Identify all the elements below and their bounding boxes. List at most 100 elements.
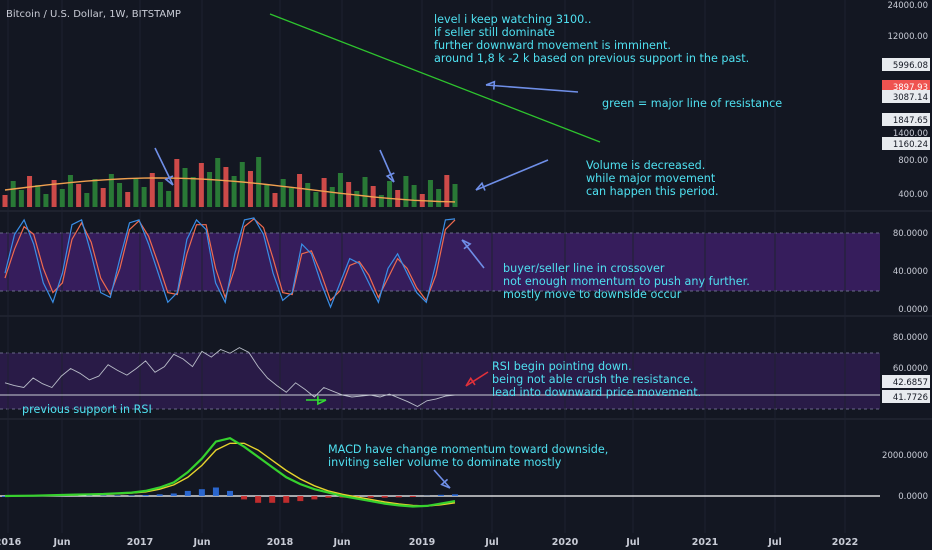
rsi-arrow-head [465,376,476,387]
macd-histogram-bar [395,496,402,498]
volume-bar [305,183,311,207]
rsi-tick-label: 60.0000 [893,364,928,374]
macd-tick-label: 0.0000 [898,492,928,502]
volume-bar [362,177,368,207]
volume-bar [92,179,98,207]
volume-bar [35,185,41,207]
macd-histogram-bar [269,496,276,503]
volume-tick-label: 400.00 [898,190,928,200]
volume-arrow-left-head [164,175,174,186]
volume-bar [182,168,188,207]
volume-moving-average [4,177,456,203]
time-tick-label: Jun [192,537,210,548]
volume-bar [411,185,417,207]
macd-histogram-bar [283,496,290,503]
time-tick-label: Jun [52,537,70,548]
volume-bar [272,193,278,207]
volume-annotation: Volume is decreased. while major movemen… [586,159,719,198]
volume-bar [313,192,319,207]
price-tick-label: 5996.08 [893,61,928,71]
macd-annotation: MACD have change momentum toward downsid… [328,443,609,469]
macd-arrow [433,469,451,489]
rsi-line [4,347,456,408]
volume-bar [67,175,73,207]
volume-tick-label: 800.00 [898,156,928,166]
macd-histogram-bar [255,496,262,503]
time-tick-label: 2021 [692,537,718,548]
volume-bar [100,188,106,207]
macd-histogram-bar [311,496,318,500]
symbol-title[interactable]: Bitcoin / U.S. Dollar, 1W, BITSTAMP [6,9,181,20]
price-tick-label: 1847.65 [893,116,928,126]
rsi-tick-label: 80.0000 [893,333,928,343]
time-tick-label: Jul [484,537,499,548]
volume-bar [174,159,180,207]
volume-bar [436,189,442,207]
time-tick-label: 2016 [0,537,22,548]
time-tick-label: Jul [767,537,782,548]
volume-bar [84,193,90,207]
volume-bar [117,183,123,207]
volume-bar [247,171,253,207]
price-tick-label: 12000.00 [887,32,928,42]
volume-bar [280,179,286,207]
volume-bar [133,178,139,207]
stochastic-k-line [4,217,456,309]
stochastic-tick-label: 40.0000 [893,267,928,277]
macd-histogram-bar [227,490,233,496]
chart-grid [0,0,880,533]
volume-bar [198,163,204,207]
volume-bar [288,188,294,207]
macd-histogram-bar [409,496,416,498]
resistance-arrow-head [485,80,496,90]
rsi-support-annotation: previous support in RSI [22,403,152,416]
time-tick-label: 2017 [127,537,153,548]
price-tick-label: 1160.24 [893,140,928,150]
volume-bar [2,195,8,207]
volume-bar [43,194,49,207]
time-tick-label: 2022 [832,537,858,548]
volume-bar [452,184,458,207]
rsi-tick-box [882,375,930,388]
stochastic-arrow [461,239,485,269]
stochastic-tick-label: 0.0000 [898,305,928,315]
volume-bar [157,182,163,207]
volume-bar [297,174,303,207]
volume-bar [166,191,172,207]
macd-arrow-head [440,478,451,489]
price-tick-label: 1400.00 [893,129,928,139]
rsi-tick-label: 41.7726 [893,393,928,403]
macd-histogram-bar [114,495,121,496]
rsi-tick-label: 42.6857 [893,378,928,388]
macd-histogram-bar [142,494,149,496]
macd-tick-label: 2000.0000 [882,451,928,461]
volume-bar [141,187,147,207]
volume-bar [149,173,155,207]
volume-bar [190,177,196,207]
volume-bar [215,158,221,207]
volume-bar [207,172,213,207]
macd-histogram-bar [325,496,332,498]
volume-bar [387,181,393,207]
volume-bar [231,176,237,207]
rsi-support-arrow-head [317,396,327,406]
price-tick-box [882,58,930,71]
macd-histogram-bar [128,495,135,496]
price-tick-box [882,113,930,126]
time-tick-label: Jul [625,537,640,548]
macd-histogram-bar [198,489,205,496]
macd-histogram-bar [437,494,444,496]
level-watch-annotation: level i keep watching 3100.. if seller s… [434,13,750,65]
macd-histogram-bar [297,496,304,502]
price-tick-label: 3897.93 [893,83,928,93]
volume-bar [329,187,335,207]
volume-bar [76,184,82,207]
macd-histogram-bar [170,493,177,496]
resistance-arrow [485,84,579,93]
volume-bar [108,174,114,207]
volume-bar [27,176,33,207]
volume-arrow-right [379,149,395,183]
volume-arrow-left [154,147,174,186]
time-tick-label: 2018 [267,537,294,548]
